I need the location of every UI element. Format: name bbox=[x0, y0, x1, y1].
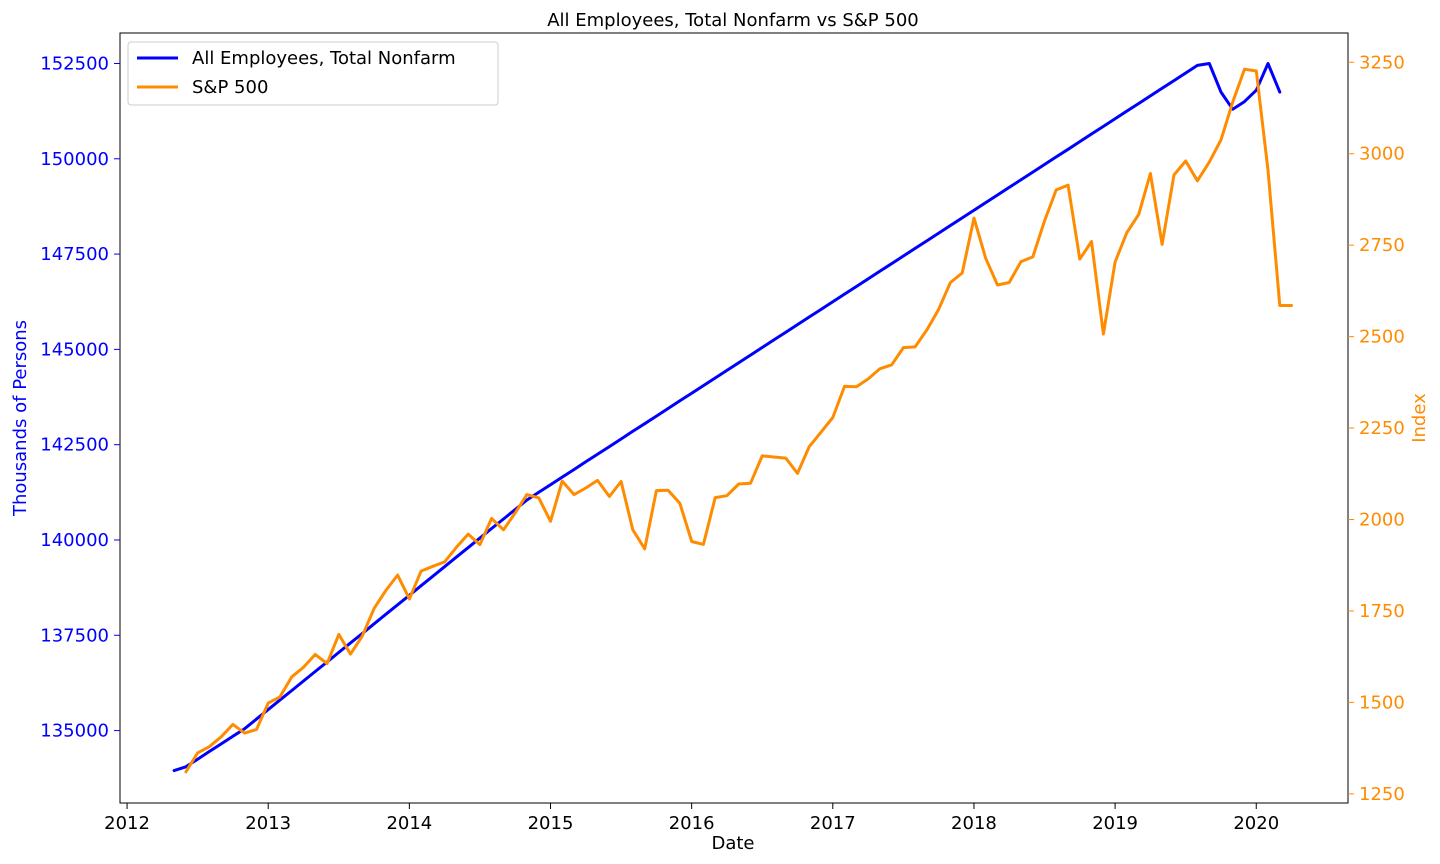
x-tick-label: 2018 bbox=[951, 813, 997, 834]
y-right-tick-label: 1500 bbox=[1359, 692, 1405, 713]
y-right-tick-label: 2250 bbox=[1359, 418, 1405, 439]
y-left-tick-label: 142500 bbox=[40, 435, 109, 456]
x-tick-label: 2017 bbox=[810, 813, 856, 834]
y-axis-left-label: Thousands of Persons bbox=[10, 320, 31, 517]
x-tick-label: 2020 bbox=[1233, 813, 1279, 834]
legend-label-nonfarm: All Employees, Total Nonfarm bbox=[192, 48, 456, 69]
legend: All Employees, Total Nonfarm S&P 500 bbox=[127, 41, 499, 106]
chart-title: All Employees, Total Nonfarm vs S&P 500 bbox=[547, 10, 919, 31]
legend-label-sp500: S&P 500 bbox=[192, 77, 268, 98]
y-left-tick-label: 135000 bbox=[40, 721, 109, 742]
legend-box bbox=[127, 41, 499, 106]
y-left-tick-label: 137500 bbox=[40, 625, 109, 646]
y-right-tick-label: 3250 bbox=[1359, 52, 1405, 73]
y-right-tick-label: 1750 bbox=[1359, 601, 1405, 622]
y-right-tick-label: 1250 bbox=[1359, 784, 1405, 805]
y-axis-right: 1250 1500 1750 2000 2250 2500 2750 3000 3250 bbox=[1348, 52, 1405, 805]
series-line-sp500 bbox=[184, 67, 1293, 774]
x-tick-label: 2012 bbox=[104, 813, 150, 834]
y-left-tick-label: 150000 bbox=[40, 149, 109, 170]
plot-frame bbox=[119, 32, 1349, 804]
y-left-tick-label: 145000 bbox=[40, 339, 109, 360]
x-axis-label: Date bbox=[711, 833, 754, 854]
series-layer bbox=[172, 62, 1293, 774]
y-left-tick-label: 147500 bbox=[40, 244, 109, 265]
y-axis-right-label: Index bbox=[1409, 393, 1430, 443]
y-left-tick-label: 152500 bbox=[40, 53, 109, 74]
x-tick-label: 2014 bbox=[386, 813, 432, 834]
x-tick-label: 2015 bbox=[528, 813, 574, 834]
y-right-tick-label: 3000 bbox=[1359, 144, 1405, 165]
y-right-tick-label: 2750 bbox=[1359, 235, 1405, 256]
x-tick-label: 2016 bbox=[669, 813, 715, 834]
y-left-tick-label: 140000 bbox=[40, 530, 109, 551]
x-tick-label: 2019 bbox=[1092, 813, 1138, 834]
x-axis: 2012 2013 2014 2015 2016 2017 2018 2019 2020 bbox=[104, 803, 1279, 834]
series-line-nonfarm bbox=[172, 62, 1282, 773]
x-tick-label: 2013 bbox=[245, 813, 291, 834]
y-right-tick-label: 2500 bbox=[1359, 327, 1405, 348]
y-right-tick-label: 2000 bbox=[1359, 510, 1405, 531]
y-axis-left: 135000 137500 140000 142500 145000 147500 1500… bbox=[40, 53, 120, 742]
